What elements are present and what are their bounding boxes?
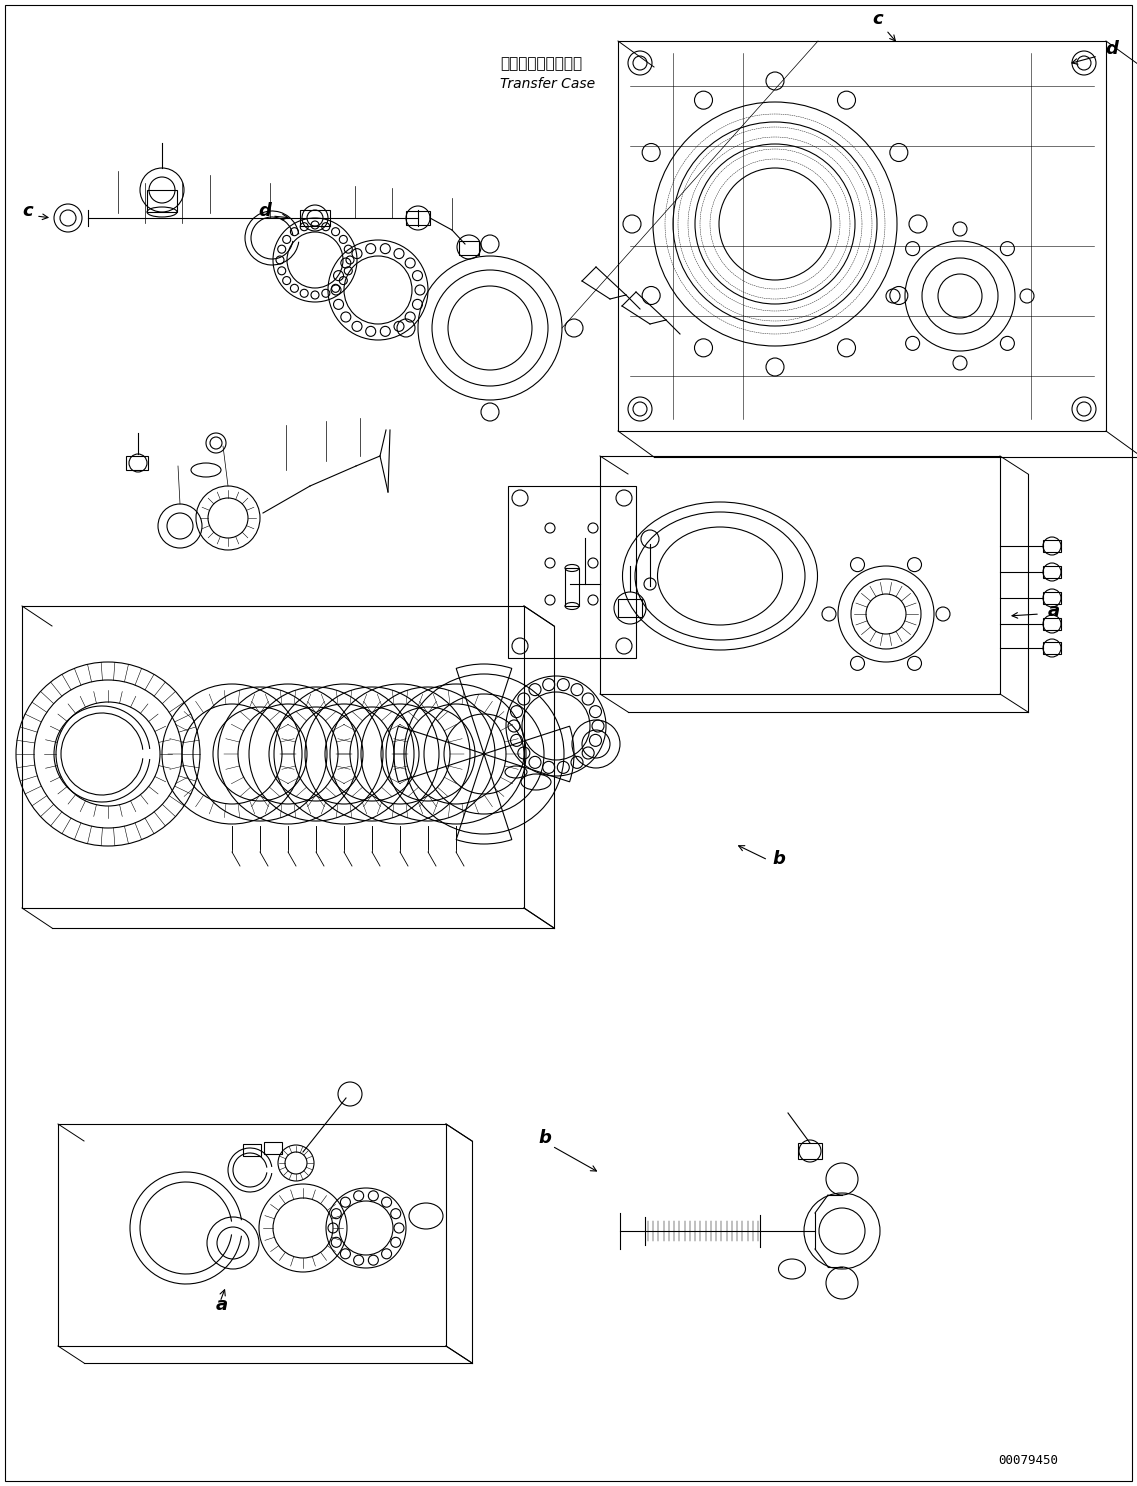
Text: 00079450: 00079450 xyxy=(998,1453,1059,1467)
Bar xyxy=(459,241,479,256)
Bar xyxy=(300,210,330,226)
Bar xyxy=(619,599,642,617)
Bar xyxy=(1043,618,1061,630)
Text: b: b xyxy=(772,850,785,868)
Text: b: b xyxy=(538,1129,550,1147)
Bar xyxy=(798,1143,822,1159)
Text: a: a xyxy=(216,1296,229,1314)
Bar xyxy=(619,42,1106,431)
Bar xyxy=(1043,566,1061,578)
Bar xyxy=(565,568,579,606)
Text: トランスファケース: トランスファケース xyxy=(500,56,582,71)
Bar xyxy=(406,211,430,224)
Bar xyxy=(243,1144,262,1156)
Text: d: d xyxy=(1105,40,1118,58)
Text: c: c xyxy=(872,10,882,28)
Bar xyxy=(508,486,636,658)
Text: c: c xyxy=(22,202,33,220)
Text: d: d xyxy=(258,202,271,220)
Text: a: a xyxy=(1048,602,1060,620)
Text: Transfer Case: Transfer Case xyxy=(500,77,595,91)
Bar xyxy=(600,456,1001,694)
Bar xyxy=(264,1143,282,1155)
Bar xyxy=(58,1123,446,1346)
Bar xyxy=(126,456,148,470)
Bar xyxy=(1043,539,1061,551)
Bar xyxy=(1043,591,1061,603)
Bar xyxy=(22,606,524,908)
Bar xyxy=(147,190,177,212)
Bar xyxy=(1043,642,1061,654)
